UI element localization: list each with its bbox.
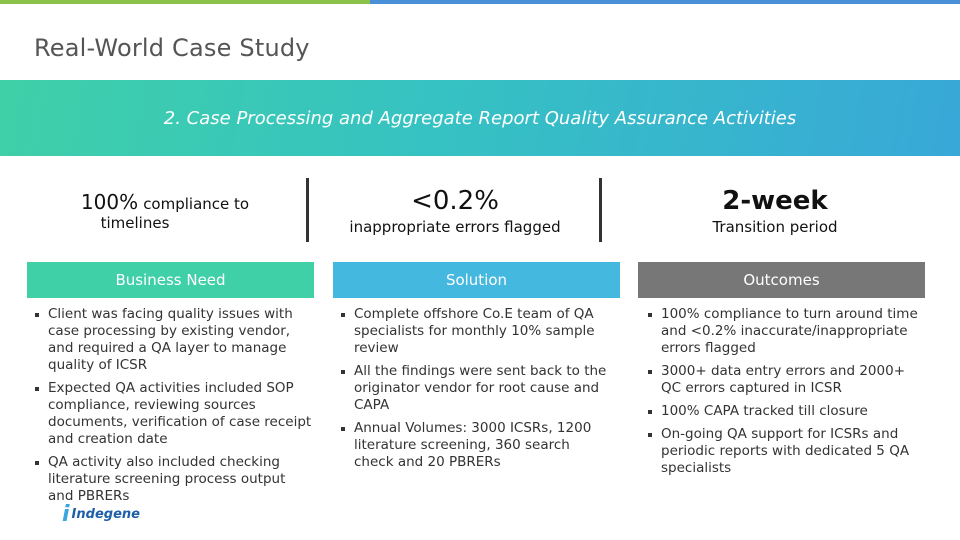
- top-accent-blue: [370, 0, 960, 4]
- column-outcomes: 100% compliance to turn around time and …: [645, 306, 927, 483]
- list-item: 3000+ data entry errors and 2000+ QC err…: [645, 363, 927, 397]
- list-item: On-going QA support for ICSRs and period…: [645, 426, 927, 477]
- list-item: Annual Volumes: 3000 ICSRs, 1200 literat…: [338, 420, 612, 471]
- top-accent-green: [0, 0, 370, 4]
- logo-mark: i: [62, 502, 70, 527]
- banner: 2. Case Processing and Aggregate Report …: [0, 80, 960, 156]
- column-business-need: Client was facing quality issues with ca…: [32, 306, 314, 511]
- list-item: 100% compliance to turn around time and …: [645, 306, 927, 357]
- stat-transition-sub: Transition period: [712, 218, 838, 236]
- indegene-logo: i Indegene: [62, 502, 140, 527]
- banner-text: 2. Case Processing and Aggregate Report …: [163, 108, 797, 129]
- stat-errors-sub: inappropriate errors flagged: [349, 218, 561, 236]
- column-solution: Complete offshore Co.E team of QA specia…: [338, 306, 612, 477]
- list-item: Complete offshore Co.E team of QA specia…: [338, 306, 612, 357]
- stat-compliance-value: 100%: [80, 190, 139, 214]
- list-item: 100% CAPA tracked till closure: [645, 403, 927, 420]
- list-item: QA activity also included checking liter…: [32, 454, 314, 505]
- stat-compliance: 100% compliance to timelines: [60, 190, 270, 232]
- stat-errors: <0.2% inappropriate errors flagged: [330, 186, 580, 236]
- stat-compliance-sub: timelines: [100, 214, 170, 232]
- logo-text: Indegene: [71, 507, 140, 522]
- stat-errors-value: <0.2%: [411, 186, 499, 216]
- slide-title: Real-World Case Study: [34, 34, 310, 62]
- list-item: Client was facing quality issues with ca…: [32, 306, 314, 374]
- header-business-need: Business Need: [27, 262, 314, 298]
- list-item: All the findings were sent back to the o…: [338, 363, 612, 414]
- header-outcomes: Outcomes: [638, 262, 925, 298]
- list-item: Expected QA activities included SOP comp…: [32, 380, 314, 448]
- divider-2: [599, 178, 602, 242]
- stat-transition-value: 2-week: [722, 186, 828, 216]
- header-solution: Solution: [333, 262, 620, 298]
- stat-transition: 2-week Transition period: [660, 186, 890, 236]
- divider-1: [306, 178, 309, 242]
- stat-compliance-inline: compliance to: [143, 195, 250, 213]
